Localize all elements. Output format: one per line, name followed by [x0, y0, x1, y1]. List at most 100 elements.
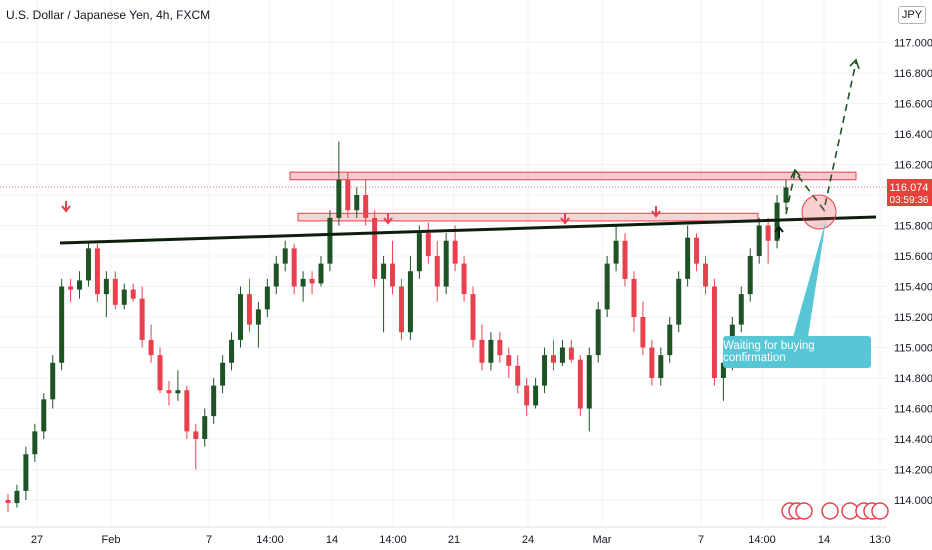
candle	[515, 355, 521, 394]
candle	[229, 332, 235, 371]
time-tick-label: Mar	[593, 534, 612, 546]
candle	[139, 286, 145, 348]
candle	[112, 271, 118, 310]
candle	[711, 278, 717, 386]
price-countdown: 03:59:36	[890, 195, 929, 206]
candle	[273, 256, 279, 295]
time-tick-label: 14	[818, 534, 830, 546]
candles	[5, 141, 789, 513]
candle	[452, 225, 458, 272]
time-tick-label: 14:00	[748, 534, 776, 546]
up-arrow-icon	[774, 225, 784, 238]
candle	[130, 283, 136, 302]
chart-title: U.S. Dollar / Japanese Yen, 4h, FXCM	[6, 8, 211, 22]
candle	[783, 179, 789, 211]
candle	[103, 271, 109, 317]
candle	[443, 233, 449, 295]
candle	[542, 347, 548, 394]
candle	[407, 256, 413, 340]
candle	[676, 271, 682, 333]
callout-label: Waiting for buying confirmation	[723, 336, 871, 368]
candle	[202, 408, 208, 447]
candle	[631, 271, 637, 333]
candle	[372, 210, 378, 287]
candle	[50, 355, 56, 409]
candle	[613, 225, 619, 272]
swing-markers	[61, 201, 784, 238]
candle	[14, 484, 20, 508]
projected-path	[785, 61, 857, 215]
candle	[756, 217, 762, 264]
candle	[640, 301, 646, 356]
candle	[425, 222, 431, 264]
resistance-zones	[289, 171, 857, 222]
candle	[398, 278, 404, 340]
current-price-value: 116.074	[890, 182, 929, 194]
price-tick-label: 115.000	[894, 343, 932, 355]
projection-path	[785, 58, 860, 337]
candle	[327, 210, 333, 272]
candle	[282, 240, 288, 272]
price-tick-label: 116.800	[894, 68, 932, 80]
price-tick-label: 114.600	[894, 404, 932, 416]
candle	[586, 347, 592, 432]
price-tick-label: 116.400	[894, 129, 932, 141]
down-arrow-icon	[383, 213, 393, 225]
candle	[568, 339, 574, 363]
time-tick-label: 13:0	[869, 534, 890, 546]
time-tick-label: 14	[326, 534, 338, 546]
candle	[246, 278, 252, 333]
time-tick-label: 24	[522, 534, 534, 546]
callout-pointer	[793, 220, 826, 337]
candle	[470, 286, 476, 348]
candle	[23, 446, 29, 500]
candle	[506, 347, 512, 378]
retest-circle	[801, 194, 837, 230]
candle	[345, 172, 351, 218]
candle	[667, 317, 673, 363]
candle	[774, 195, 780, 249]
candle	[622, 233, 628, 287]
price-tick-label: 115.400	[894, 282, 932, 294]
candle	[479, 324, 485, 371]
price-tick-label: 116.600	[894, 99, 932, 111]
down-arrow-icon	[61, 201, 71, 213]
candle	[238, 286, 244, 348]
price-axis: 117.000 116.800 116.600 116.400 116.200 116.0…	[887, 0, 932, 527]
chart-grid	[0, 0, 887, 527]
candle	[390, 240, 396, 295]
candle	[318, 256, 324, 287]
candle	[68, 278, 74, 302]
candle	[533, 378, 539, 409]
down-arrow-icon	[651, 206, 661, 218]
candle	[85, 240, 91, 287]
candle	[175, 370, 181, 401]
candle	[59, 278, 65, 371]
candle	[524, 378, 530, 417]
candle	[148, 324, 154, 363]
candle	[658, 347, 664, 386]
candle	[703, 256, 709, 295]
candle	[550, 339, 556, 371]
candle	[559, 339, 565, 366]
price-tick-label: 117.000	[894, 38, 932, 50]
candle	[41, 393, 47, 439]
candle	[604, 256, 610, 317]
candle	[193, 423, 199, 470]
candle	[434, 240, 440, 302]
currency-badge[interactable]: JPY	[898, 6, 926, 24]
candle	[77, 271, 83, 299]
candle	[595, 301, 601, 363]
candle	[694, 233, 700, 272]
candle	[220, 355, 226, 394]
candle	[309, 271, 315, 295]
time-tick-label: Feb	[102, 534, 121, 546]
candle	[32, 423, 38, 462]
trendline	[59, 215, 877, 245]
candle	[157, 347, 163, 394]
candle	[497, 332, 503, 363]
current-price-label: 116.074 03:59:36	[887, 179, 932, 206]
candle	[94, 243, 100, 302]
candle	[184, 385, 190, 439]
